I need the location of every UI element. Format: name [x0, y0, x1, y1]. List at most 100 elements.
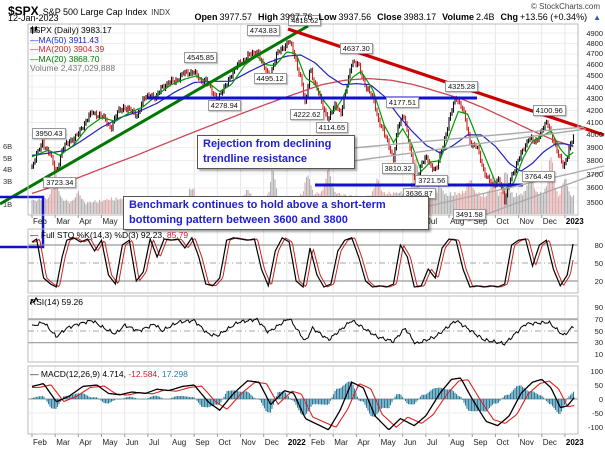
high-value: 3997.76 [280, 12, 313, 22]
x-axis-label: Mar [334, 438, 348, 447]
price-flag: 4818.62 [288, 15, 322, 27]
exchange-label: INDX [151, 8, 171, 17]
price-axis-label: 3900 [586, 143, 603, 153]
x-axis-label: Oct [218, 438, 231, 447]
uptrend-line [0, 24, 309, 206]
sto-d-value: 85.79 [166, 230, 189, 240]
sto-axis-label: 50 [594, 258, 603, 268]
chg-value: +13.56 (+0.34%) [520, 12, 588, 22]
x-axis-label: Apr [357, 438, 370, 447]
sto-k-series [31, 236, 574, 289]
macd-axis-label: 100 [590, 366, 603, 376]
price-axis-label: 4300 [586, 94, 603, 104]
volume-axis-label: 1B [3, 199, 13, 209]
legend-ma200: —MA(200) 3904.39 [30, 44, 105, 54]
rsi-axis-label: 70 [594, 314, 603, 324]
low-value: 3937.56 [338, 12, 372, 22]
price-axis-label: 4500 [586, 71, 603, 81]
price-flag: 4100.96 [532, 105, 566, 117]
chg-up-icon: ▲ [593, 13, 601, 22]
price-axis-label: 3800 [586, 156, 603, 166]
x-axis-label: 2023 [565, 438, 584, 447]
rsi-panel-border [27, 295, 579, 363]
rsi-axis-label: 30 [594, 338, 603, 348]
chart-date: 12-Jan-2023 [8, 13, 59, 23]
x-axis-label: Feb [33, 217, 47, 226]
x-axis-label: Jul [148, 438, 160, 447]
macd-line [31, 377, 575, 431]
high-label: High [258, 12, 278, 22]
macd-label: MACD(12,26,9) [40, 369, 100, 379]
x-axis-label: May [102, 438, 118, 447]
close-value: 3983.17 [403, 12, 437, 22]
x-axis-label: Aug [172, 438, 187, 447]
x-axis-label: Oct [496, 438, 509, 447]
price-flag: 4278.94 [207, 100, 241, 111]
price-flag: 4325.28 [445, 80, 479, 92]
x-axis-label: Nov [519, 438, 534, 447]
price-axis-label: 4400 [586, 82, 603, 92]
x-axis-label: Jul [426, 438, 438, 447]
x-axis-label: Dec [542, 438, 557, 447]
x-axis-label: Sep [473, 438, 488, 447]
sto-k-value: 92.23, [140, 230, 165, 240]
rsi-axis-label: 10 [594, 349, 603, 359]
rsi-icon [30, 297, 38, 305]
price-axis-label: 4700 [586, 49, 603, 59]
x-axis-label: Apr [79, 438, 92, 447]
open-label: Open [194, 12, 218, 22]
chg-label: Chg [500, 12, 519, 22]
price-flag: 4114.65 [315, 121, 349, 133]
price-axis-label: 4200 [586, 105, 603, 115]
rsi-label: RSI(14) [30, 297, 60, 307]
index-name: S&P 500 Large Cap Index [42, 7, 148, 17]
price-flag: 4177.51 [385, 97, 420, 109]
symbol: $SPX [8, 4, 39, 18]
macd-panel-border [27, 365, 579, 435]
macd-legend: — MACD(12,26,9) 4.714, -12.584, 17.298 [30, 369, 188, 379]
macd-signal-value: -12.584, [128, 369, 160, 379]
low-label: Low [318, 12, 337, 22]
x-axis-label: Oct [496, 217, 509, 226]
x-axis-label: Mar [56, 438, 70, 447]
x-axis-label: Jun [403, 438, 417, 447]
x-axis-label: Jul [426, 217, 438, 226]
price-axis-label: 4600 [586, 60, 603, 70]
price-axis-label: 3500 [586, 197, 603, 207]
sto-legend: — Full STO %K(14,3) %D(3) 92.23, 85.79 [30, 230, 189, 240]
callout-line [352, 126, 585, 149]
x-axis-label: Dec [542, 217, 557, 226]
sto-label: Full STO %K(14,3) %D(3) [40, 230, 139, 240]
volume-axis-label: 5B [3, 153, 13, 163]
close-label: Close [377, 12, 402, 22]
x-axis-label: Nov [241, 438, 256, 447]
price-flag: 4222.62 [290, 108, 324, 120]
price-flag: 3764.49 [521, 171, 555, 183]
legend-ma20: —MA(20) 3868.70 [30, 53, 100, 64]
x-axis-label: Mar [56, 217, 70, 226]
volume-axis-label: 6B [3, 141, 13, 151]
x-axis-label: Sep [473, 217, 488, 226]
macd-axis-label: 0 [598, 394, 603, 404]
x-axis-label: Aug [450, 217, 465, 226]
macd-hist-value: 17.298 [161, 369, 188, 379]
price-flag: 3491.58 [452, 209, 486, 221]
candles-up [31, 39, 575, 205]
ma20-line [31, 51, 574, 190]
volume-label: Volume [442, 12, 474, 22]
sto-axis-label: 20 [594, 276, 603, 286]
price-flag: 4545.85 [184, 51, 218, 63]
macd-axis-label: -100 [587, 422, 603, 432]
x-axis-label: May [102, 217, 118, 226]
blue-annotation-box [0, 195, 45, 249]
price-axis-label: 3700 [586, 169, 603, 179]
rsi-axis-label: 50 [594, 326, 603, 336]
ma200-line [31, 77, 574, 195]
rsi-axis-label: 90 [594, 303, 603, 313]
price-flag: 4637.30 [339, 42, 373, 54]
header-title: $SPX S&P 500 Large Cap Index INDX [8, 2, 170, 20]
x-axis-label: 2023 [565, 217, 584, 226]
price-flag: 3810.32 [381, 163, 415, 175]
